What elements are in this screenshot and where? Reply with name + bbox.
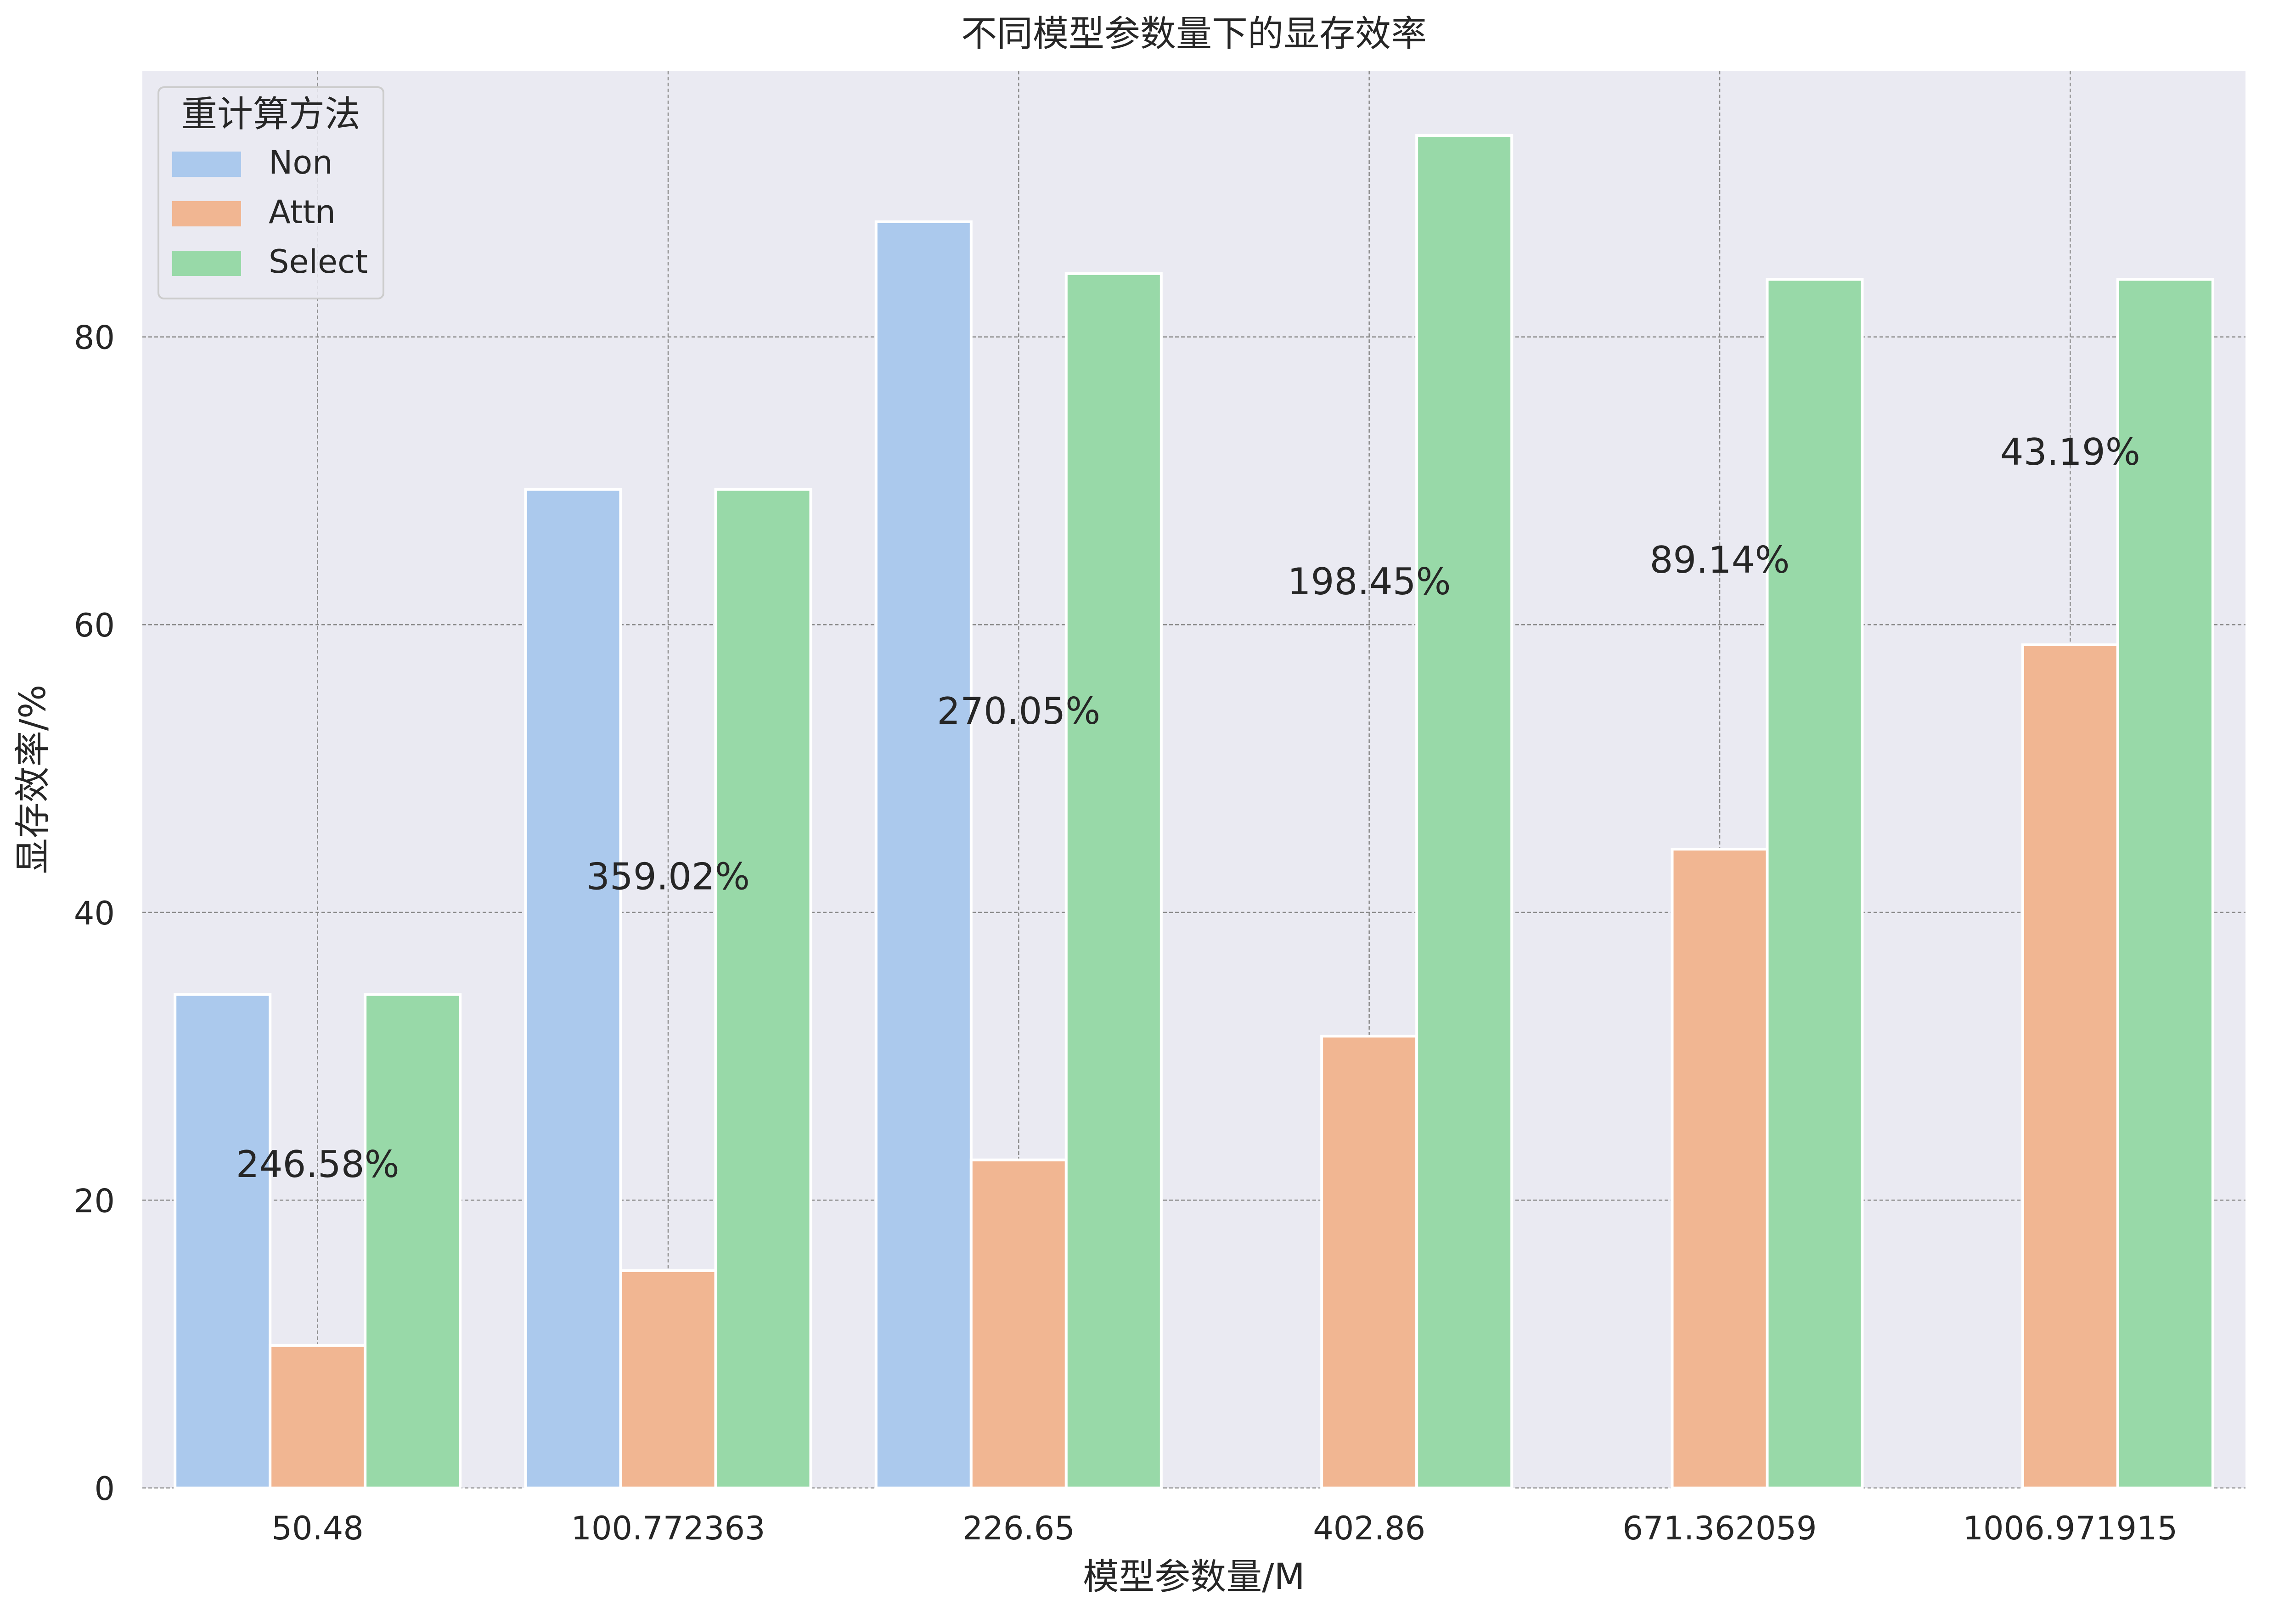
legend-items: Non Attn Select — [172, 144, 368, 281]
annotation-label: 270.05% — [937, 690, 1100, 732]
y-tick-label: 80 — [74, 319, 115, 357]
x-tick-label: 226.65 — [962, 1510, 1075, 1547]
x-tick-label: 671.362059 — [1622, 1510, 1817, 1547]
legend-label-non: Non — [269, 144, 333, 181]
bar-attn-0 — [269, 1344, 367, 1489]
annotation-label: 89.14% — [1649, 539, 1790, 581]
x-ticks: 50.48 100.772363 226.65 402.86 671.362059 100… — [271, 1510, 2178, 1547]
legend-swatch-non — [172, 152, 241, 177]
x-tick-label: 100.772363 — [571, 1510, 765, 1547]
bar-non-0 — [174, 993, 272, 1490]
annotation-label: 359.02% — [586, 855, 750, 898]
x-tick-label: 1006.971915 — [1963, 1510, 2178, 1547]
legend: 重计算方法 Non Attn Select — [158, 86, 384, 299]
annotation-label: 43.19% — [2000, 431, 2140, 473]
bar-select-3 — [1415, 134, 1514, 1489]
legend-swatch-attn — [172, 201, 241, 226]
legend-swatch-select — [172, 251, 241, 276]
bar-non-2 — [874, 220, 973, 1490]
y-tick-label: 0 — [94, 1470, 115, 1508]
annotation-label: 246.58% — [236, 1143, 400, 1186]
legend-box — [158, 86, 384, 299]
bar-select-2 — [1064, 272, 1163, 1490]
y-tick-label: 60 — [74, 607, 115, 644]
bar-select-1 — [714, 488, 812, 1490]
bar-select-4 — [1766, 278, 1864, 1490]
y-ticks: 0 20 40 60 80 — [74, 319, 115, 1508]
bar-non-1 — [524, 488, 622, 1490]
y-tick-label: 20 — [74, 1182, 115, 1220]
bar-attn-4 — [1671, 847, 1769, 1489]
bar-attn-2 — [969, 1158, 1068, 1490]
bar-attn-5 — [2021, 643, 2119, 1489]
legend-title: 重计算方法 — [181, 94, 360, 135]
y-tick-label: 40 — [74, 895, 115, 932]
annotation-label: 198.45% — [1288, 560, 1451, 603]
legend-label-select: Select — [269, 243, 368, 281]
annotations: 246.58% 359.02% 270.05% 198.45% 89.14% 43.19% — [236, 431, 2140, 1186]
bars — [174, 134, 2214, 1490]
y-axis-label: 显存效率/% — [12, 685, 54, 874]
x-tick-label: 50.48 — [271, 1510, 363, 1547]
grid — [142, 71, 2245, 1489]
legend-label-attn: Attn — [269, 193, 336, 231]
x-axis-label: 模型参数量/M — [1083, 1556, 1305, 1598]
bar-select-0 — [364, 993, 462, 1490]
chart-title: 不同模型参数量下的显存效率 — [961, 13, 1427, 55]
x-tick-label: 402.86 — [1313, 1510, 1425, 1547]
bar-attn-3 — [1320, 1035, 1418, 1489]
plot-background — [142, 71, 2245, 1488]
bar-attn-1 — [619, 1269, 717, 1489]
bar-select-5 — [2116, 278, 2214, 1490]
